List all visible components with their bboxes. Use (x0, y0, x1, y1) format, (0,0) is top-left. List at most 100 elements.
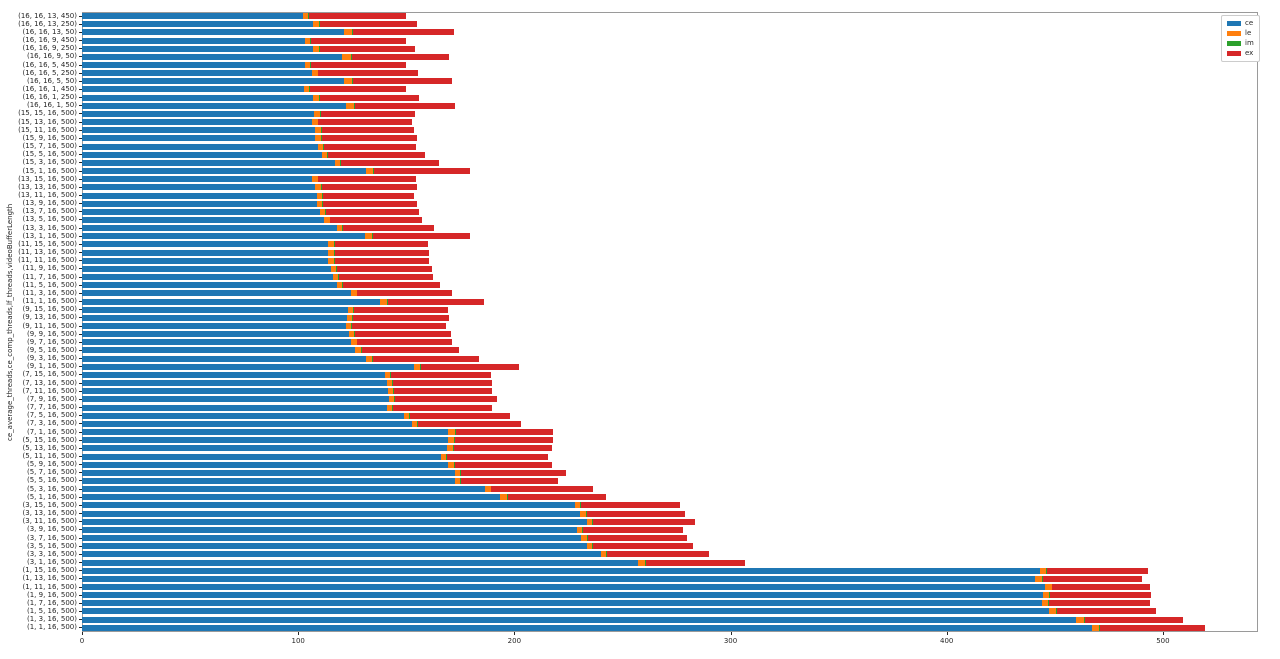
bar-segment-im (371, 233, 373, 240)
bar-segment-ce (82, 396, 389, 403)
stacked-bar (82, 518, 1258, 526)
x-tick-label: 400 (940, 637, 954, 645)
bar-row: (3, 1, 16, 500) (0, 558, 1258, 566)
bar-row: (1, 9, 16, 500) (0, 591, 1258, 599)
bar-segment-im (351, 323, 352, 330)
bar-segment-ex (394, 388, 492, 395)
bar-row: (16, 16, 13, 250) (0, 20, 1258, 28)
bar-segment-ex (1056, 608, 1157, 615)
stacked-bar (82, 428, 1258, 436)
y-tick-mark (79, 121, 82, 123)
bar-segment-im (409, 412, 411, 419)
bar-row: (9, 13, 16, 500) (0, 314, 1258, 322)
y-tick-mark (79, 619, 82, 621)
y-tick-mark (79, 317, 82, 319)
bar-segment-ex (334, 249, 429, 256)
bar-segment-ex (328, 151, 425, 158)
bar-segment-ce (82, 437, 449, 444)
bar-row: (9, 1, 16, 500) (0, 363, 1258, 371)
y-tick-label: (9, 9, 16, 500) (27, 329, 77, 338)
bar-segment-le (304, 37, 311, 44)
bar-segment-le (1039, 567, 1047, 574)
bar-row: (7, 15, 16, 500) (0, 371, 1258, 379)
bar-segment-ex (334, 257, 429, 264)
stacked-bar (82, 550, 1258, 558)
x-tick-mark (82, 632, 83, 635)
y-tick-label: (13, 11, 16, 500) (18, 191, 77, 200)
y-tick-mark (79, 537, 82, 539)
bar-row: (7, 5, 16, 500) (0, 412, 1258, 420)
y-tick-mark (79, 610, 82, 612)
bar-segment-ce (82, 445, 448, 452)
bar-row: (3, 9, 16, 500) (0, 526, 1258, 534)
bar-segment-ex (421, 363, 519, 370)
bar-row: (9, 9, 16, 500) (0, 330, 1258, 338)
y-tick-mark (79, 366, 82, 368)
y-tick-label: (13, 1, 16, 500) (22, 231, 77, 240)
bar-row: (3, 5, 16, 500) (0, 542, 1258, 550)
stacked-bar (82, 371, 1258, 379)
bar-segment-ex (395, 396, 498, 403)
bar-row: (16, 16, 5, 50) (0, 77, 1258, 85)
bar-segment-le (500, 494, 507, 501)
bar-row: (3, 15, 16, 500) (0, 501, 1258, 509)
bar-row: (15, 5, 16, 500) (0, 151, 1258, 159)
bar-segment-ce (82, 608, 1050, 615)
stacked-bar (82, 281, 1258, 289)
bar-segment-im (506, 494, 508, 501)
y-tick-label: (9, 15, 16, 500) (22, 305, 77, 314)
x-tick-label: 500 (1156, 637, 1170, 645)
bar-segment-le (316, 200, 322, 207)
y-tick-mark (79, 227, 82, 229)
bar-segment-le (637, 559, 646, 566)
bar-segment-ce (82, 314, 347, 321)
bar-row: (7, 7, 16, 500) (0, 404, 1258, 412)
bar-segment-ce (82, 323, 346, 330)
bar-segment-ex (1099, 624, 1205, 631)
bar-segment-ce (82, 371, 385, 378)
bar-row: (1, 3, 16, 500) (0, 616, 1258, 624)
bar-segment-im (582, 526, 584, 533)
y-tick-mark (79, 195, 82, 197)
bar-segment-ex (455, 429, 554, 436)
bar-row: (9, 7, 16, 500) (0, 338, 1258, 346)
y-tick-label: (15, 13, 16, 500) (18, 117, 77, 126)
bar-segment-im (352, 314, 354, 321)
y-tick-mark (79, 586, 82, 588)
bar-segment-ex (461, 469, 567, 476)
y-tick-mark (79, 284, 82, 286)
bar-segment-ce (82, 29, 344, 36)
bar-segment-im (352, 78, 354, 85)
bar-segment-ce (82, 306, 348, 313)
bar-segment-im (606, 551, 608, 558)
bar-segment-le (348, 331, 355, 338)
bar-segment-im (310, 37, 311, 44)
bar-segment-im (335, 265, 337, 272)
y-tick-mark (79, 56, 82, 58)
y-tick-label: (1, 15, 16, 500) (22, 566, 77, 575)
bar-segment-im (352, 29, 354, 36)
bar-segment-le (448, 429, 455, 436)
y-tick-mark (79, 309, 82, 311)
bar-segment-im (333, 249, 335, 256)
bar-segment-le (328, 241, 334, 248)
stacked-bar (82, 461, 1258, 469)
legend: ce le im ex (1221, 15, 1260, 62)
bar-row: (5, 15, 16, 500) (0, 436, 1258, 444)
bar-row: (16, 16, 13, 450) (0, 12, 1258, 20)
bar-segment-ex (372, 233, 471, 240)
bar-segment-le (388, 396, 395, 403)
bar-segment-le (317, 143, 324, 150)
bar-segment-im (325, 208, 327, 215)
y-tick-mark (79, 447, 82, 449)
stacked-bar (82, 36, 1258, 44)
y-tick-label: (11, 13, 16, 500) (18, 248, 77, 257)
stacked-bar (82, 599, 1258, 607)
y-tick-mark (79, 562, 82, 564)
bar-segment-im (386, 298, 388, 305)
y-tick-label: (9, 5, 16, 500) (27, 345, 77, 354)
bar-segment-im (353, 306, 355, 313)
bar-segment-ex (321, 135, 418, 142)
x-tick-mark (730, 632, 732, 635)
bar-segment-ex (393, 380, 492, 387)
